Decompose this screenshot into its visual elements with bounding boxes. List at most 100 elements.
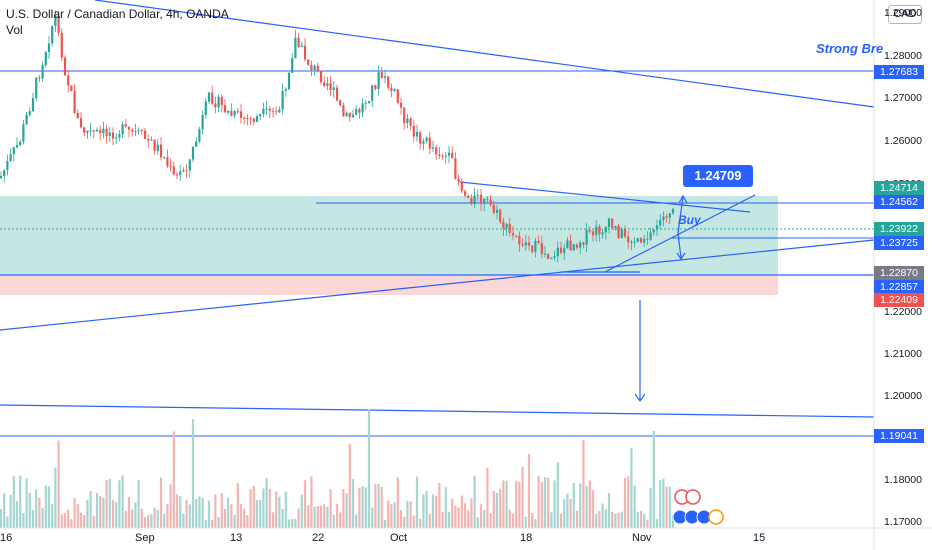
buy-text[interactable]: Buy [678, 213, 701, 227]
volume-bar [364, 487, 367, 528]
candle-body [255, 116, 259, 122]
candle-body [537, 240, 540, 243]
candlesticks[interactable] [0, 10, 675, 263]
volume-bar [342, 489, 345, 528]
volume-bar [351, 479, 355, 528]
candle-body [550, 257, 553, 259]
earnings-icon[interactable] [708, 509, 724, 525]
event-icons[interactable] [672, 489, 724, 525]
price-tag[interactable]: 1.23725 [874, 236, 924, 250]
volume-bar [559, 513, 563, 528]
candle-body [393, 89, 396, 91]
volume-bar [140, 508, 143, 528]
candle-body [364, 102, 367, 104]
volume-bar [659, 480, 662, 528]
price-tag[interactable]: 1.27683 [874, 65, 924, 79]
candle-body [204, 101, 207, 116]
candle-body [499, 209, 502, 222]
volume-bar [601, 503, 604, 528]
candle-body [182, 170, 185, 172]
strong-break-text[interactable]: Strong Bre [816, 41, 884, 56]
volume-bar [211, 519, 214, 528]
price-tag[interactable]: 1.22857 [874, 280, 924, 294]
volume-bar [515, 481, 518, 528]
volume-bar [633, 485, 636, 528]
candle-body [390, 87, 393, 91]
trendline-descending-top[interactable] [94, 0, 875, 108]
volume-bar [156, 509, 159, 528]
flag-ca-icon[interactable] [685, 489, 701, 505]
trendline-ascending-bottom[interactable] [0, 239, 875, 331]
volume-bar [303, 480, 307, 528]
price-tag[interactable]: 1.19041 [874, 429, 924, 443]
symbol-title[interactable]: U.S. Dollar / Canadian Dollar, 4h, OANDA [6, 7, 229, 21]
volume-bar [668, 486, 671, 528]
volume-bar [255, 499, 259, 528]
time-axis-label: 16 [0, 532, 13, 544]
volume-bar [54, 467, 57, 528]
volume-bar [470, 498, 473, 528]
volume-bar [463, 503, 467, 528]
volume-bar [393, 502, 396, 528]
price-tag[interactable]: 1.22409 [874, 293, 924, 307]
candle-body [246, 118, 249, 120]
candle-body [345, 112, 348, 117]
price-axis-label: 1.26000 [884, 135, 922, 147]
volume-bar [252, 485, 255, 528]
volume-bar [73, 497, 76, 528]
volume-bar [102, 497, 105, 528]
wedge-lower[interactable] [604, 194, 756, 273]
volume-bar [204, 519, 207, 528]
volume-bar [307, 505, 310, 528]
candle-body [175, 174, 179, 176]
currency-badge[interactable]: CAD [888, 5, 922, 24]
volume-bar [291, 519, 294, 528]
price-callout[interactable]: 1.24709 [683, 165, 753, 187]
chart-legend: U.S. Dollar / Canadian Dollar, 4h, OANDA… [6, 6, 229, 38]
candle-body [620, 229, 623, 239]
candle-body [259, 114, 262, 117]
candle-body [515, 235, 518, 237]
volume-bar [435, 495, 438, 528]
candle-body [300, 45, 303, 47]
volume-bar [134, 502, 137, 528]
volume-bar [412, 515, 415, 528]
time-axis-label: 22 [312, 532, 325, 544]
volume-bar [636, 511, 639, 528]
volume-bar [137, 479, 140, 528]
candle-body [195, 141, 198, 147]
candle-body [614, 225, 617, 228]
price-tag[interactable]: 1.22870 [874, 266, 924, 280]
price-tag[interactable]: 1.24714 [874, 181, 924, 195]
volume-bar [543, 477, 547, 528]
volume-label[interactable]: Vol [6, 23, 23, 37]
volume-bar [371, 507, 374, 528]
volume-bar [588, 480, 591, 528]
candle-body [31, 98, 35, 112]
volume-bar [444, 486, 447, 528]
volume-bar [275, 491, 278, 528]
candle-body [115, 137, 118, 139]
candle-body [233, 111, 236, 116]
volume-bar [358, 487, 361, 528]
volume-bar [399, 510, 403, 528]
trendline-descending-bottom[interactable] [0, 404, 875, 418]
candle-body [137, 130, 140, 132]
price-tag[interactable]: 1.23922 [874, 222, 924, 236]
volume-bar [287, 519, 291, 528]
wedge-upper[interactable] [459, 181, 751, 213]
candle-body [627, 236, 630, 243]
volume-bar [627, 476, 630, 528]
candle-body [518, 235, 521, 245]
volume-bar [406, 500, 409, 528]
price-tag[interactable]: 1.24562 [874, 195, 924, 209]
volume-bar [569, 499, 572, 528]
volume-bar [105, 480, 108, 528]
volume-bar [620, 511, 623, 528]
volume-bar [15, 501, 19, 528]
volume-bar [227, 497, 230, 528]
candle-body [668, 213, 671, 218]
candle-body [179, 171, 182, 176]
volume-bars [0, 408, 675, 528]
